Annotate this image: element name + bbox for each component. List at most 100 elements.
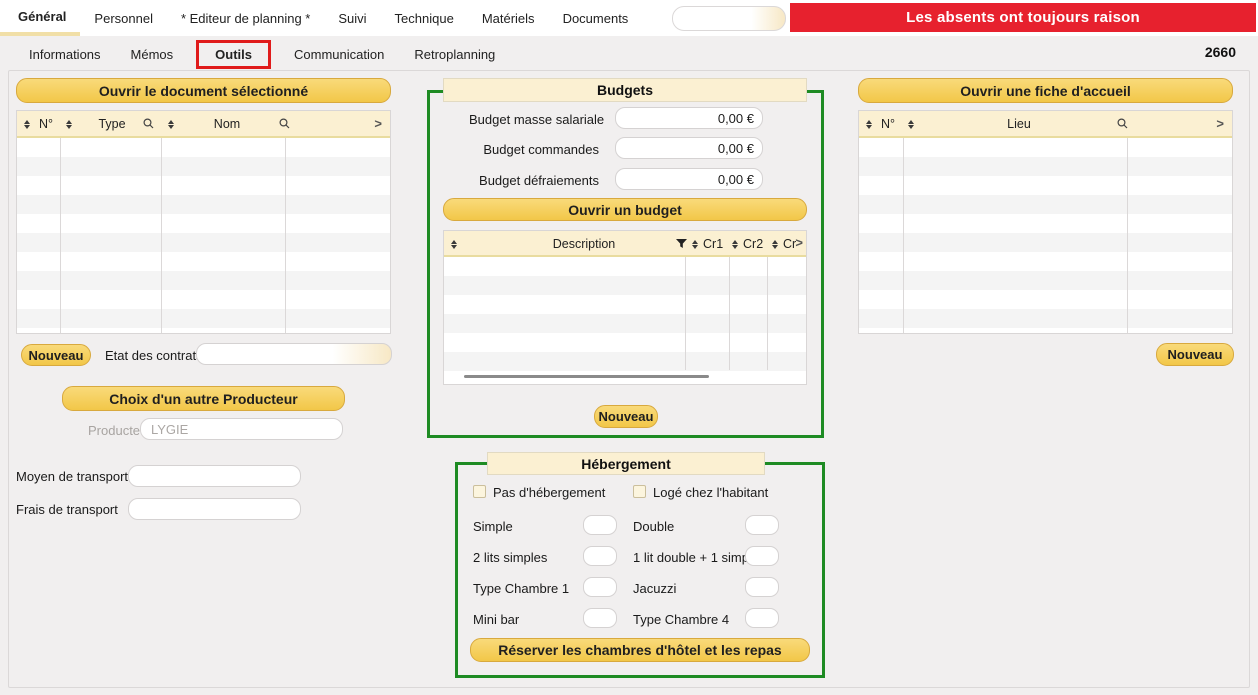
open-selected-document-button[interactable]: Ouvrir le document sélectionné xyxy=(16,78,391,103)
table-row[interactable] xyxy=(859,328,1232,333)
table-row[interactable] xyxy=(17,157,390,176)
search-icon[interactable] xyxy=(1117,118,1128,129)
alert-banner: Les absents ont toujours raison xyxy=(790,3,1256,32)
table-row[interactable] xyxy=(444,314,806,333)
column-header-cr2[interactable]: Cr2 xyxy=(743,237,764,251)
accueil-table-body xyxy=(859,138,1232,333)
choose-producer-button[interactable]: Choix d'un autre Producteur xyxy=(62,386,345,411)
subtab-outils[interactable]: Outils xyxy=(196,39,272,69)
table-row[interactable] xyxy=(17,214,390,233)
table-row[interactable] xyxy=(444,333,806,352)
column-header-cr1[interactable]: Cr1 xyxy=(703,237,724,251)
lit-double-simple-input[interactable] xyxy=(745,546,779,566)
tab-materiels[interactable]: Matériels xyxy=(481,10,535,26)
chevron-right-icon[interactable]: > xyxy=(374,116,382,131)
chevron-right-icon[interactable]: > xyxy=(1216,116,1224,131)
subtab-retroplanning[interactable]: Retroplanning xyxy=(414,46,496,62)
documents-table-header[interactable]: N° Type Nom > xyxy=(17,111,390,138)
sort-icon[interactable] xyxy=(865,119,873,130)
column-header-numero[interactable]: N° xyxy=(39,117,54,131)
double-input[interactable] xyxy=(745,515,779,535)
table-row[interactable] xyxy=(444,295,806,314)
transport-mode-input[interactable] xyxy=(128,465,301,487)
sort-icon[interactable] xyxy=(771,239,779,250)
budget-defraiements-input[interactable]: 0,00 € xyxy=(615,168,763,190)
budget-masse-salariale-input[interactable]: 0,00 € xyxy=(615,107,763,129)
jacuzzi-input[interactable] xyxy=(745,577,779,597)
table-row[interactable] xyxy=(859,309,1232,328)
quick-search-input[interactable] xyxy=(672,6,786,31)
sort-icon[interactable] xyxy=(731,239,739,250)
table-row[interactable] xyxy=(859,195,1232,214)
table-row[interactable] xyxy=(444,276,806,295)
table-row[interactable] xyxy=(17,309,390,328)
tab-personnel[interactable]: Personnel xyxy=(94,10,153,26)
reserve-rooms-button[interactable]: Réserver les chambres d'hôtel et les rep… xyxy=(470,638,810,662)
table-row[interactable] xyxy=(859,157,1232,176)
sort-icon[interactable] xyxy=(907,119,915,130)
table-row[interactable] xyxy=(17,290,390,309)
table-row[interactable] xyxy=(859,233,1232,252)
tab-general[interactable]: Général xyxy=(0,0,81,36)
deux-lits-simples-input[interactable] xyxy=(583,546,617,566)
table-row[interactable] xyxy=(859,176,1232,195)
hebergement-section-title: Hébergement xyxy=(487,452,765,475)
tab-suivi[interactable]: Suivi xyxy=(338,10,367,26)
table-row[interactable] xyxy=(17,195,390,214)
search-icon[interactable] xyxy=(279,118,290,129)
tab-technique[interactable]: Technique xyxy=(394,10,454,26)
type-chambre-1-input[interactable] xyxy=(583,577,617,597)
sort-icon[interactable] xyxy=(23,119,31,130)
table-row[interactable] xyxy=(17,252,390,271)
horizontal-scrollbar[interactable] xyxy=(464,375,709,378)
table-row[interactable] xyxy=(859,138,1232,157)
table-row[interactable] xyxy=(859,252,1232,271)
column-header-lieu[interactable]: Lieu xyxy=(1007,117,1031,131)
contracts-state-input[interactable] xyxy=(196,343,392,365)
mini-bar-input[interactable] xyxy=(583,608,617,628)
simple-input[interactable] xyxy=(583,515,617,535)
table-row[interactable] xyxy=(444,257,806,276)
transport-cost-input[interactable] xyxy=(128,498,301,520)
table-row[interactable] xyxy=(444,352,806,371)
open-welcome-sheet-button[interactable]: Ouvrir une fiche d'accueil xyxy=(858,78,1233,103)
search-icon[interactable] xyxy=(143,118,154,129)
subtab-informations[interactable]: Informations xyxy=(29,46,101,62)
subtab-memos[interactable]: Mémos xyxy=(130,46,174,62)
documents-table: N° Type Nom > xyxy=(16,110,391,334)
column-header-nom[interactable]: Nom xyxy=(213,117,241,131)
no-lodging-checkbox[interactable] xyxy=(473,485,486,498)
filter-icon[interactable] xyxy=(676,239,687,249)
sort-icon[interactable] xyxy=(167,119,175,130)
column-header-cr3[interactable]: Cr xyxy=(783,237,797,251)
table-row[interactable] xyxy=(17,233,390,252)
table-row[interactable] xyxy=(859,290,1232,309)
sort-icon[interactable] xyxy=(691,239,699,250)
tab-editeur-planning[interactable]: * Editeur de planning * xyxy=(180,10,311,26)
column-header-description[interactable]: Description xyxy=(552,237,616,251)
open-budget-button[interactable]: Ouvrir un budget xyxy=(443,198,807,221)
column-header-type[interactable]: Type xyxy=(98,117,126,131)
new-budget-button[interactable]: Nouveau xyxy=(594,405,658,428)
table-row[interactable] xyxy=(859,214,1232,233)
table-row[interactable] xyxy=(17,176,390,195)
table-row[interactable] xyxy=(17,271,390,290)
budget-commandes-input[interactable]: 0,00 € xyxy=(615,137,763,159)
chevron-right-icon[interactable]: > xyxy=(795,235,803,250)
sort-icon[interactable] xyxy=(450,239,458,250)
table-row[interactable] xyxy=(17,328,390,333)
new-document-button[interactable]: Nouveau xyxy=(21,344,91,366)
new-welcome-sheet-button[interactable]: Nouveau xyxy=(1156,343,1234,366)
table-row[interactable] xyxy=(859,271,1232,290)
producer-input[interactable]: LYGIE xyxy=(140,418,343,440)
tab-documents[interactable]: Documents xyxy=(562,10,629,26)
budgets-table-header[interactable]: Description Cr1 Cr2 Cr > xyxy=(444,231,806,257)
column-header-numero[interactable]: N° xyxy=(881,117,896,131)
subtab-communication[interactable]: Communication xyxy=(294,46,385,62)
table-row[interactable] xyxy=(17,138,390,157)
accueil-table-header[interactable]: N° Lieu > xyxy=(859,111,1232,138)
sort-icon[interactable] xyxy=(65,119,73,130)
host-lodging-checkbox[interactable] xyxy=(633,485,646,498)
sub-tabs: Informations Mémos Outils Communication … xyxy=(14,36,510,72)
type-chambre-4-input[interactable] xyxy=(745,608,779,628)
